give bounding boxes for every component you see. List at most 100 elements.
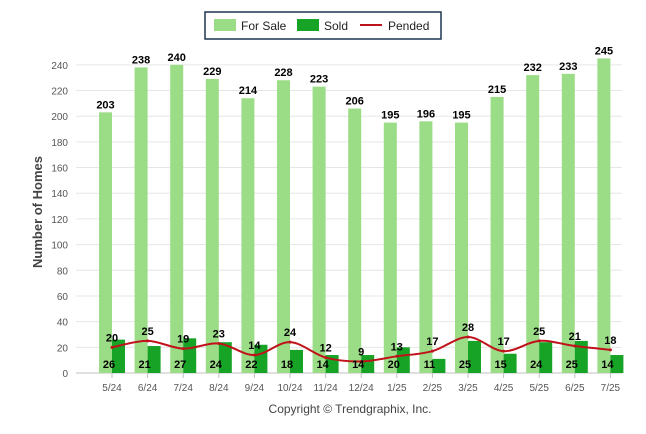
legend-box: [204, 11, 442, 40]
for-sale-bar: [348, 108, 362, 373]
x-tick-label: 10/24: [277, 383, 302, 394]
pended-value-label: 25: [533, 326, 545, 338]
sold-value-label: 14: [352, 359, 365, 371]
pended-point: [324, 356, 328, 360]
pended-value-label: 23: [213, 328, 225, 340]
x-tick-label: 12/24: [349, 383, 374, 394]
for-sale-bar: [205, 78, 219, 374]
y-tick-label: 20: [57, 343, 69, 354]
for-sale-bar: [383, 122, 397, 374]
pended-point: [110, 345, 114, 349]
for-sale-value-label: 203: [96, 99, 114, 111]
sold-value-label: 18: [281, 359, 293, 371]
y-tick-label: 40: [57, 318, 69, 329]
for-sale-bar: [99, 112, 112, 374]
sold-value-label: 15: [494, 359, 506, 371]
sold-value-label: 25: [459, 359, 471, 371]
for-sale-value-label: 232: [524, 62, 542, 74]
x-tick-label: 8/24: [209, 383, 229, 394]
for-sale-value-label: 245: [595, 45, 613, 57]
x-tick-label: 7/24: [173, 383, 193, 394]
y-tick-label: 220: [51, 87, 68, 98]
y-tick-label: 140: [51, 189, 68, 200]
sold-value-label: 22: [245, 359, 257, 371]
x-tick-label: 5/25: [529, 383, 549, 394]
pended-point: [217, 341, 221, 345]
sold-value-label: 11: [424, 359, 436, 371]
pended-point: [502, 349, 506, 353]
x-tick-label: 7/25: [601, 383, 621, 394]
legend-label-pended: Pended: [388, 19, 429, 33]
pended-value-label: 12: [319, 343, 331, 355]
sold-bar: [361, 355, 375, 373]
for-sale-value-label: 228: [274, 67, 292, 79]
sold-value-label: 27: [174, 359, 186, 371]
legend-swatch-for-sale: [214, 19, 236, 31]
for-sale-value-label: 195: [381, 110, 399, 122]
pended-point: [252, 353, 256, 357]
x-axis: 5/24 6/24 7/24 8/24 9/24 10/24 11/24 12/24 1/25 2…: [102, 373, 621, 394]
pended-point: [608, 348, 612, 352]
pended-value-label: 13: [391, 341, 403, 353]
for-sale-bar: [419, 121, 433, 373]
pended-point: [288, 340, 292, 344]
pended-point: [573, 344, 577, 348]
pended-point: [181, 347, 185, 351]
legend-swatch-sold: [297, 19, 319, 31]
for-sale-bar: [526, 75, 540, 373]
sold-bar: [574, 340, 588, 373]
y-tick-label: 100: [51, 241, 68, 252]
x-tick-label: 3/25: [458, 383, 478, 394]
for-sale-bar: [455, 122, 468, 374]
sold-bar: [147, 346, 161, 373]
pended-value-label: 24: [284, 327, 297, 339]
sold-value-label: 25: [566, 359, 578, 371]
pended-value-label: 20: [106, 332, 118, 344]
pended-value-label: 19: [177, 334, 189, 346]
for-sale-bar: [597, 58, 611, 374]
y-tick-label: 240: [51, 61, 68, 72]
for-sale-value-label: 214: [239, 85, 258, 97]
pended-point: [537, 339, 541, 343]
for-sale-value-label: 195: [452, 110, 470, 122]
for-sale-value-label: 206: [346, 95, 364, 107]
pended-point: [466, 335, 470, 339]
pended-value-label: 17: [426, 336, 438, 348]
sold-value-label: 24: [210, 359, 223, 371]
x-tick-label: 6/25: [565, 383, 585, 394]
pended-point: [395, 354, 399, 358]
x-tick-label: 9/24: [245, 383, 265, 394]
sold-bar: [539, 342, 553, 373]
sold-value-label: 20: [388, 359, 400, 371]
sold-value-label: 24: [530, 359, 543, 371]
for-sale-bar: [241, 98, 255, 373]
for-sale-value-label: 215: [488, 84, 506, 96]
pended-value-label: 25: [141, 326, 153, 338]
pended-line: [110, 335, 612, 363]
for-sale-bar: [312, 86, 326, 373]
for-sale-value-label: 233: [559, 61, 577, 73]
x-tick-label: 5/24: [102, 383, 122, 394]
pended-point: [430, 349, 434, 353]
pended-value-label: 18: [604, 335, 616, 347]
legend-label-for-sale: For Sale: [241, 19, 287, 33]
sold-value-label: 26: [103, 359, 115, 371]
x-tick-label: 1/25: [387, 383, 407, 394]
pended-value-label: 9: [358, 346, 364, 358]
for-sale-value-label: 196: [417, 108, 435, 120]
pended-point: [146, 339, 150, 343]
sold-value-label: 21: [138, 359, 150, 371]
copyright-text: Copyright © Trendgraphix, Inc.: [269, 402, 432, 416]
for-sale-value-label: 240: [168, 52, 186, 64]
y-tick-label: 160: [51, 164, 68, 175]
for-sale-value-label: 238: [132, 54, 150, 66]
sold-value-label: 14: [316, 359, 329, 371]
sold-bar: [218, 342, 232, 373]
legend-label-sold: Sold: [324, 19, 348, 33]
value-labels: 203 26 238 21 240 27 229 24 214 22 228 18 223 14 206 14…: [96, 45, 616, 371]
for-sale-bar: [134, 67, 148, 374]
x-tick-label: 11/24: [313, 383, 338, 394]
sold-bar: [290, 349, 303, 373]
